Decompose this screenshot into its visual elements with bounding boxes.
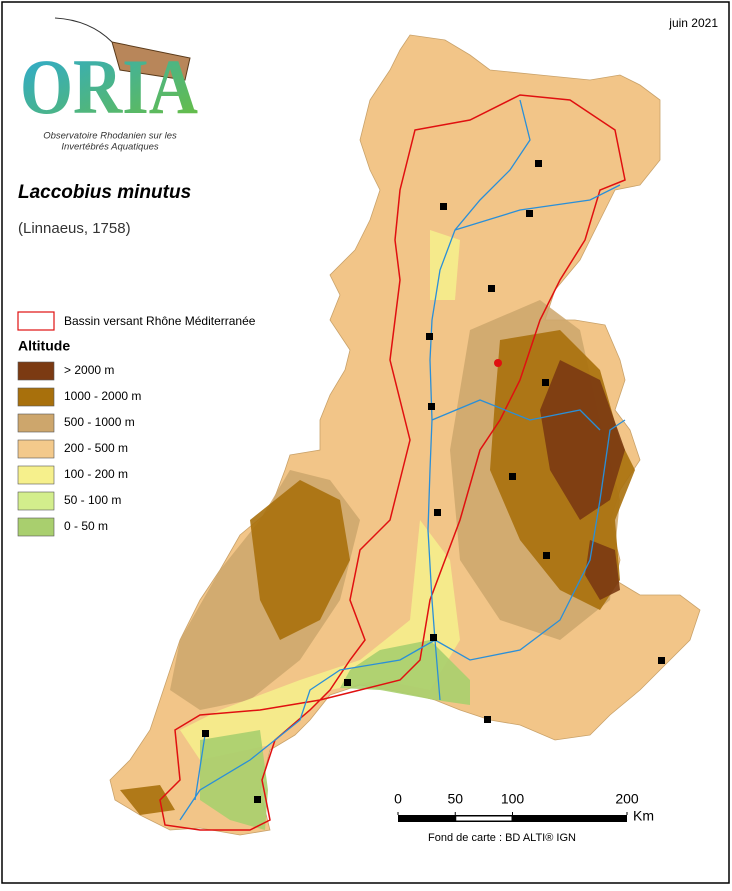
site-marker [484, 716, 491, 723]
scale-bar-segment [456, 816, 512, 821]
site-marker [488, 285, 495, 292]
legend-label: 100 - 200 m [64, 467, 128, 481]
site-marker [434, 509, 441, 516]
altitude-swatch [17, 387, 55, 407]
site-marker [543, 552, 550, 559]
altitude-swatch [17, 465, 55, 485]
source: Fond de carte : BD ALTI® IGN [428, 832, 576, 844]
legend-label: 1000 - 2000 m [64, 389, 141, 403]
altitude-swatch [17, 413, 55, 433]
scale-tick-label: 200 [615, 791, 639, 807]
site-marker [526, 210, 533, 217]
site-marker [440, 203, 447, 210]
site-marker [430, 634, 437, 641]
legend-label: 0 - 50 m [64, 519, 108, 533]
legend-label: Bassin versant Rhône Méditerranée [64, 314, 256, 328]
logo-caption: Observatoire Rhodanien sur les [43, 131, 177, 142]
logo-name: ORIA [20, 43, 198, 130]
basin-boundary [159, 94, 626, 831]
altitude-swatch [17, 439, 55, 459]
logo: ORIA Observatoire Rhodanien sur les Inve… [20, 17, 198, 153]
site-marker [535, 160, 542, 167]
site-marker [542, 379, 549, 386]
legend-label: 50 - 100 m [64, 493, 121, 507]
date: juin 2021 [668, 16, 718, 30]
site-marker [428, 403, 435, 410]
legend-label: 500 - 1000 m [64, 415, 135, 429]
site-marker [202, 730, 209, 737]
site-marker [426, 333, 433, 340]
altitude-swatch [17, 361, 55, 381]
basin-swatch [17, 311, 55, 331]
species-author: (Linnaeus, 1758) [18, 220, 131, 237]
legend-label: > 2000 m [64, 363, 114, 377]
lowland [180, 230, 460, 760]
site-marker [658, 657, 665, 664]
relief-peak [540, 360, 625, 600]
site-marker-recent [494, 359, 502, 367]
map [109, 34, 701, 836]
altitude-swatch [17, 491, 55, 511]
insect-wing [111, 41, 191, 81]
site-marker [254, 796, 261, 803]
observation-sites [202, 160, 665, 803]
insect-antenna [54, 17, 113, 43]
scale-tick-label: 50 [447, 791, 463, 807]
scale-unit: Km [633, 808, 654, 824]
legend-label: 200 - 500 m [64, 441, 128, 455]
relief-high [120, 330, 635, 815]
coastal-plain [200, 640, 470, 830]
altitude-swatch [17, 517, 55, 537]
logo-caption: Invertébrés Aquatiques [61, 142, 159, 153]
species-name: Laccobius minutus [18, 182, 191, 203]
scale-tick-label: 0 [394, 791, 402, 807]
scale-bar-body [398, 815, 627, 822]
legend: Bassin versant Rhône Méditerranée Altitu… [17, 311, 256, 537]
site-marker [509, 473, 516, 480]
site-marker [344, 679, 351, 686]
legend-title: Altitude [18, 338, 70, 354]
scale-tick-label: 100 [501, 791, 525, 807]
